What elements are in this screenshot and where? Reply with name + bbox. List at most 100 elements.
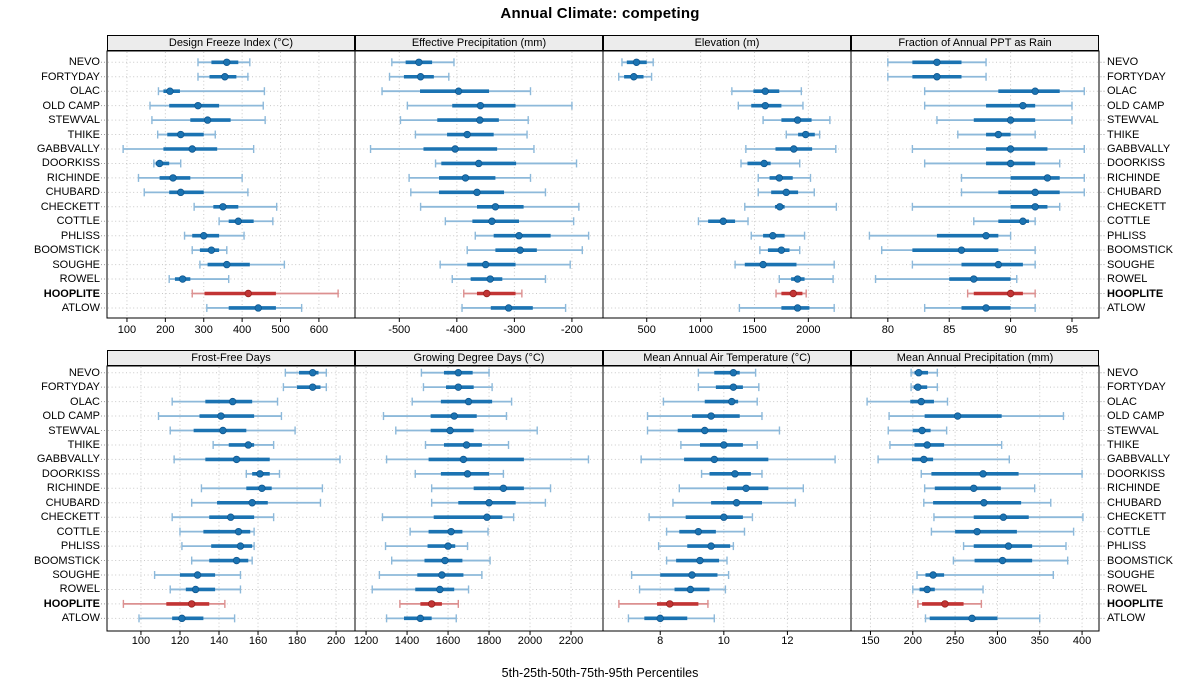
site-label-right-phliss: PHLISS <box>1107 540 1147 553</box>
site-label-right-cottle: COTTLE <box>1107 525 1151 538</box>
range-bar-soughe <box>439 260 571 269</box>
median-dot <box>920 455 928 464</box>
range-bar-thike <box>414 130 528 139</box>
range-bar-phliss <box>474 231 590 240</box>
median-dot <box>178 614 186 623</box>
median-dot <box>696 556 704 565</box>
range-bar-soughe <box>378 571 483 579</box>
range-bar-nevo <box>887 58 987 67</box>
axis-tick-label-frost-free-days: 100 <box>131 635 151 647</box>
range-bar-soughe <box>916 571 1054 579</box>
range-bar-hooplite <box>122 599 226 608</box>
site-label-left-old-camp: OLD CAMP <box>42 99 100 112</box>
median-dot <box>933 73 941 81</box>
range-bar-atlow <box>923 303 1036 312</box>
axis-tick-label-growing-degree-days: 1200 <box>353 635 379 647</box>
axis-tick-label-design-freeze-index: 400 <box>232 324 252 336</box>
axis-tick-label-growing-degree-days: 2200 <box>558 635 584 647</box>
median-dot <box>188 145 196 153</box>
range-bar-fortyday <box>910 383 939 392</box>
site-label-left-cottle: COTTLE <box>56 215 100 228</box>
range-bar-thike <box>156 130 216 139</box>
axis-tick-label-mean-annual-precipitation: 350 <box>1030 635 1049 647</box>
range-bar-phliss <box>183 231 245 240</box>
site-label-right-doorkiss: DOORKISS <box>1107 467 1166 480</box>
range-bar-richinde <box>757 173 812 182</box>
range-bar-gabbvally <box>640 455 836 464</box>
median-dot <box>436 585 444 594</box>
range-bar-chubard <box>410 188 547 197</box>
range-bar-rowel <box>451 275 547 284</box>
site-label-right-rowel: ROWEL <box>1107 273 1148 286</box>
range-bar-cottle <box>665 527 746 536</box>
range-bar-soughe <box>911 260 1036 269</box>
range-bar-atlow <box>627 614 715 623</box>
site-label-right-phliss: PHLISS <box>1107 229 1147 242</box>
median-dot <box>1006 289 1015 298</box>
median-dot <box>475 159 483 168</box>
median-dot <box>775 174 783 182</box>
range-bar-gabbvally <box>745 145 837 153</box>
range-bar-fortyday <box>388 72 450 81</box>
median-dot <box>980 499 988 507</box>
range-bar-boomstick <box>191 246 228 255</box>
axis-tick-label-mean-annual-precipitation: 250 <box>945 635 965 647</box>
range-bar-atlow <box>206 303 303 312</box>
median-dot <box>923 441 931 449</box>
median-dot <box>953 412 962 420</box>
range-bar-old-camp <box>737 101 804 110</box>
site-label-left-stewval: STEWVAL <box>48 114 100 127</box>
site-label-left-rowel: ROWEL <box>59 273 100 286</box>
axis-tick-label-growing-degree-days: 2000 <box>517 635 543 647</box>
median-dot <box>1006 116 1015 124</box>
range-bar-fortyday <box>887 72 987 81</box>
median-dot <box>219 203 227 211</box>
median-dot <box>441 556 449 565</box>
median-dot <box>998 556 1007 565</box>
axis-tick-label-fraction-ppt-rain: 85 <box>943 324 956 336</box>
median-dot <box>970 484 978 492</box>
median-dot <box>223 58 231 66</box>
site-label-right-nevo: NEVO <box>1107 56 1139 69</box>
site-label-right-olac: OLAC <box>1107 395 1137 408</box>
median-dot <box>1031 188 1039 197</box>
median-dot <box>973 527 981 536</box>
median-dot <box>415 58 423 66</box>
range-bar-old-camp <box>888 412 1065 421</box>
range-bar-checkett <box>381 513 515 522</box>
site-label-right-doorkiss: DOORKISS <box>1107 157 1166 170</box>
median-dot <box>217 412 225 420</box>
axis-tick-label-design-freeze-index: 300 <box>194 324 213 336</box>
site-label-right-richinde: RICHINDE <box>1107 482 1161 495</box>
site-label-left-nevo: NEVO <box>68 56 100 69</box>
site-label-left-doorkiss: DOORKISS <box>41 467 100 480</box>
median-dot <box>630 73 638 81</box>
range-bar-old-camp <box>157 412 283 421</box>
range-bar-hooplite <box>399 599 459 608</box>
site-label-left-olac: OLAC <box>70 395 100 408</box>
axis-tick-label-elevation: 2000 <box>796 324 821 336</box>
range-bar-thike <box>785 130 821 139</box>
median-dot <box>720 513 728 521</box>
median-dot <box>729 383 738 391</box>
site-label-left-checkett: CHECKETT <box>40 200 100 213</box>
median-dot <box>461 174 470 182</box>
site-label-left-soughe: SOUGHE <box>52 569 100 581</box>
site-label-left-gabbvally: GABBVALLY <box>36 143 100 155</box>
median-dot <box>258 484 266 492</box>
percentiles-caption: 5th-25th-50th-75th-95th Percentiles <box>501 666 699 680</box>
range-bar-checkett <box>193 202 278 211</box>
range-bar-cottle <box>930 527 1075 536</box>
site-label-right-thike: THIKE <box>1107 128 1140 141</box>
median-dot <box>473 188 481 197</box>
range-bar-thike <box>957 130 1036 139</box>
median-dot <box>200 231 208 240</box>
panel-strip-mean-annual-precipitation: Mean Annual Precipitation (mm) <box>851 350 1099 366</box>
median-dot <box>485 499 493 507</box>
range-bar-olac <box>923 87 1085 96</box>
range-bar-boomstick <box>466 246 583 255</box>
site-label-right-atlow: ATLOW <box>1107 612 1146 625</box>
median-dot <box>169 174 177 182</box>
axis-tick-label-growing-degree-days: 1600 <box>435 635 461 647</box>
range-bar-olac <box>157 87 266 96</box>
